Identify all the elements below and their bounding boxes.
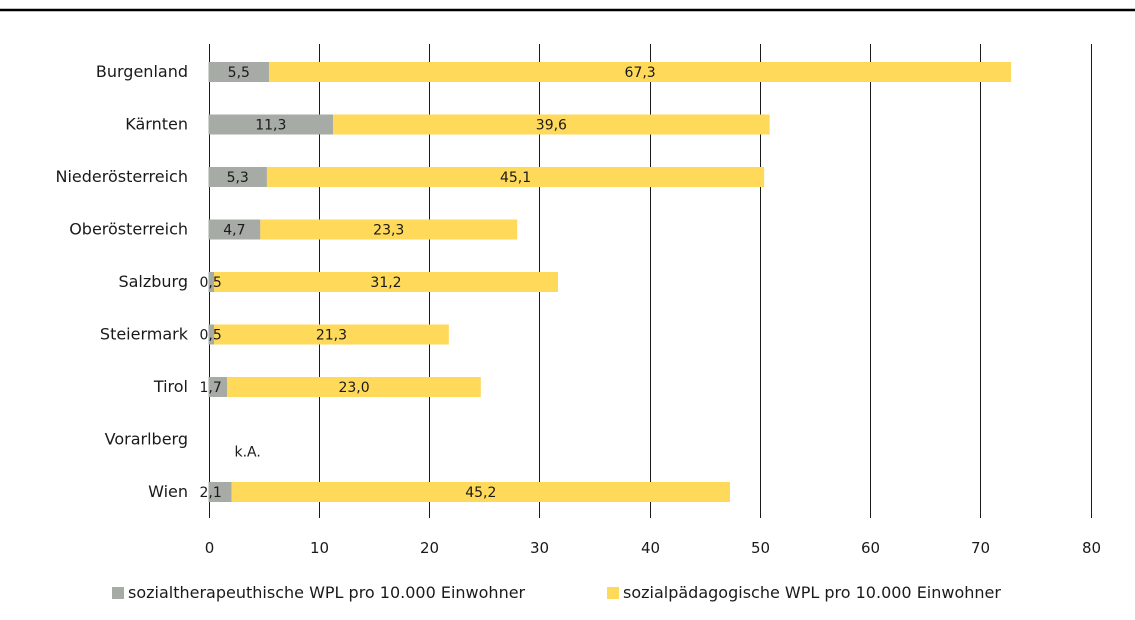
data-label: 67,3 <box>625 65 656 81</box>
data-label: 45,1 <box>500 170 531 186</box>
bar-segment-series-1 <box>208 114 334 135</box>
category-label: Kärnten <box>125 115 188 134</box>
x-tick-label: 30 <box>530 539 549 557</box>
legend-swatch <box>607 587 619 599</box>
bar-segment-series-1 <box>208 167 267 187</box>
data-label: 5,5 <box>228 65 250 81</box>
data-label: 21,3 <box>316 328 347 344</box>
bar-segment-series-2 <box>269 62 1012 82</box>
category-label: Niederösterreich <box>56 167 188 186</box>
data-label: 23,3 <box>373 223 404 239</box>
bar-segment-series-2 <box>260 219 518 240</box>
category-label: Wien <box>148 482 188 501</box>
bar-segment-series-2 <box>214 324 449 345</box>
category-label: Steiermark <box>100 325 189 344</box>
data-label: 1,7 <box>200 380 222 396</box>
category-label: Vorarlberg <box>105 430 188 449</box>
bar-segment-series-2 <box>266 167 765 187</box>
x-tick-label: 50 <box>751 539 770 557</box>
category-label: Tirol <box>153 377 188 396</box>
data-label: 45,2 <box>465 485 496 501</box>
data-label: 31,2 <box>370 275 401 291</box>
bar-labels: 5,5 67,3 11,3 39,6 5,3 45,1 4,7 23,3 0,5 31,2 0,5 2… <box>200 65 656 501</box>
x-tick-label: 40 <box>641 539 660 557</box>
x-tick-label: 80 <box>1082 539 1101 557</box>
bar-segment-series-1 <box>208 272 215 292</box>
x-tick-label: 70 <box>971 539 990 557</box>
data-label: 2,1 <box>200 485 222 501</box>
legend: sozialtherapeuthische WPL pro 10.000 Ein… <box>112 583 1001 602</box>
bar-segment-series-1 <box>208 219 261 240</box>
legend-swatch <box>112 587 124 599</box>
category-label: Oberösterreich <box>69 220 188 239</box>
annotation-label: k.A. <box>235 445 261 461</box>
data-label: 0,5 <box>200 275 222 291</box>
bar-segment-series-2 <box>231 482 730 502</box>
bar-segment-series-2 <box>214 272 558 292</box>
bar-segment-series-2 <box>333 114 770 135</box>
legend-label: sozialtherapeuthische WPL pro 10.000 Ein… <box>128 583 526 602</box>
category-labels: Burgenland Kärnten Niederösterreich Oberöst… <box>56 62 189 501</box>
legend-label: sozialpädagogische WPL pro 10.000 Einwoh… <box>623 583 1001 602</box>
data-label: 39,6 <box>536 118 567 134</box>
data-label: 0,5 <box>200 328 222 344</box>
x-tick-label: 10 <box>310 539 329 557</box>
data-label: 4,7 <box>223 223 245 239</box>
x-tick-label: 60 <box>861 539 880 557</box>
bar-segment-series-1 <box>208 377 228 397</box>
x-tick-label: 20 <box>420 539 439 557</box>
bar-segment-series-1 <box>208 482 232 502</box>
data-label: 5,3 <box>227 170 249 186</box>
x-tick-label: 0 <box>205 539 215 557</box>
x-axis-ticks: 0 10 20 30 40 50 60 70 80 <box>205 539 1101 557</box>
bar-segment-series-1 <box>208 62 270 82</box>
category-label: Salzburg <box>118 272 188 291</box>
data-label: 23,0 <box>338 380 369 396</box>
bar-segment-series-1 <box>208 324 215 345</box>
category-label: Burgenland <box>96 62 188 81</box>
bars <box>208 62 1012 502</box>
data-label: 11,3 <box>255 118 286 134</box>
bar-segment-series-2 <box>227 377 481 397</box>
